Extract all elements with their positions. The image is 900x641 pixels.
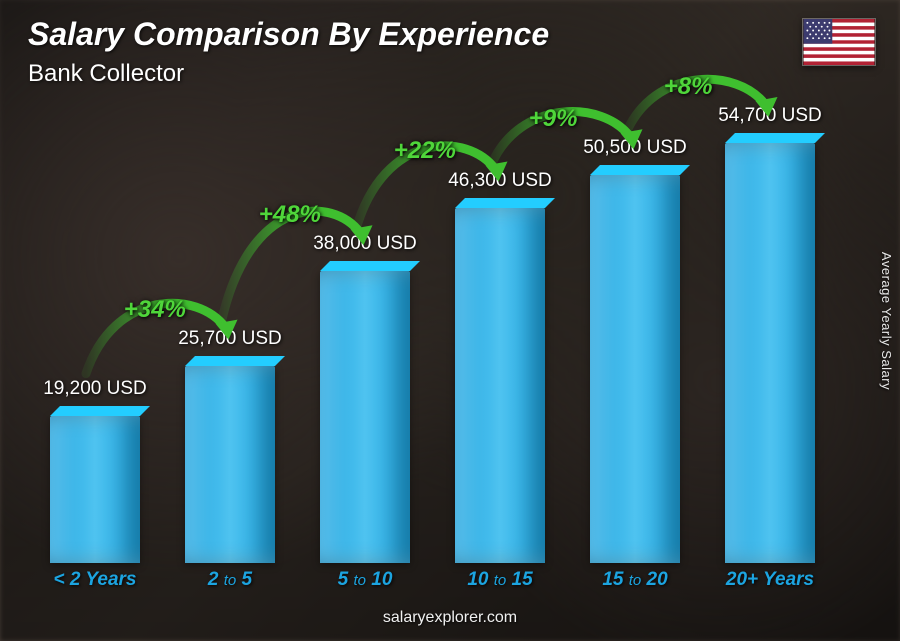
bar-category-label: 20+ Years — [715, 569, 825, 591]
us-flag-icon — [802, 18, 876, 66]
chart-title: Salary Comparison By Experience — [28, 16, 549, 53]
salary-bar-chart: 19,200 USD < 2 Years 25,700 USD 2 to 5 38,00… — [40, 71, 850, 591]
bar-category-label: 15 to 20 — [580, 569, 690, 591]
bar-value-label: 19,200 USD — [43, 378, 147, 400]
growth-pct-label: +8% — [664, 73, 713, 101]
bar-category-label: 2 to 5 — [175, 569, 285, 591]
growth-pct-label: +48% — [259, 201, 321, 229]
bar-value-label: 50,500 USD — [583, 137, 687, 159]
growth-pct-label: +34% — [124, 296, 186, 324]
bar: 50,500 USD — [590, 175, 680, 563]
bar-value-label: 38,000 USD — [313, 233, 417, 255]
growth-pct-label: +9% — [529, 105, 578, 133]
bar-category-label: 10 to 15 — [445, 569, 555, 591]
bar-category-label: 5 to 10 — [310, 569, 420, 591]
bar: 25,700 USD — [185, 366, 275, 563]
footer-attribution: salaryexplorer.com — [0, 609, 900, 627]
y-axis-label: Average Yearly Salary — [879, 251, 894, 389]
bar-category-label: < 2 Years — [40, 569, 150, 591]
bar: 19,200 USD — [50, 416, 140, 563]
bar: 38,000 USD — [320, 271, 410, 563]
bar: 54,700 USD — [725, 143, 815, 563]
bar: 46,300 USD — [455, 208, 545, 564]
bar-value-label: 25,700 USD — [178, 328, 282, 350]
bar-value-label: 54,700 USD — [718, 105, 822, 127]
growth-pct-label: +22% — [394, 137, 456, 165]
bar-value-label: 46,300 USD — [448, 170, 552, 192]
